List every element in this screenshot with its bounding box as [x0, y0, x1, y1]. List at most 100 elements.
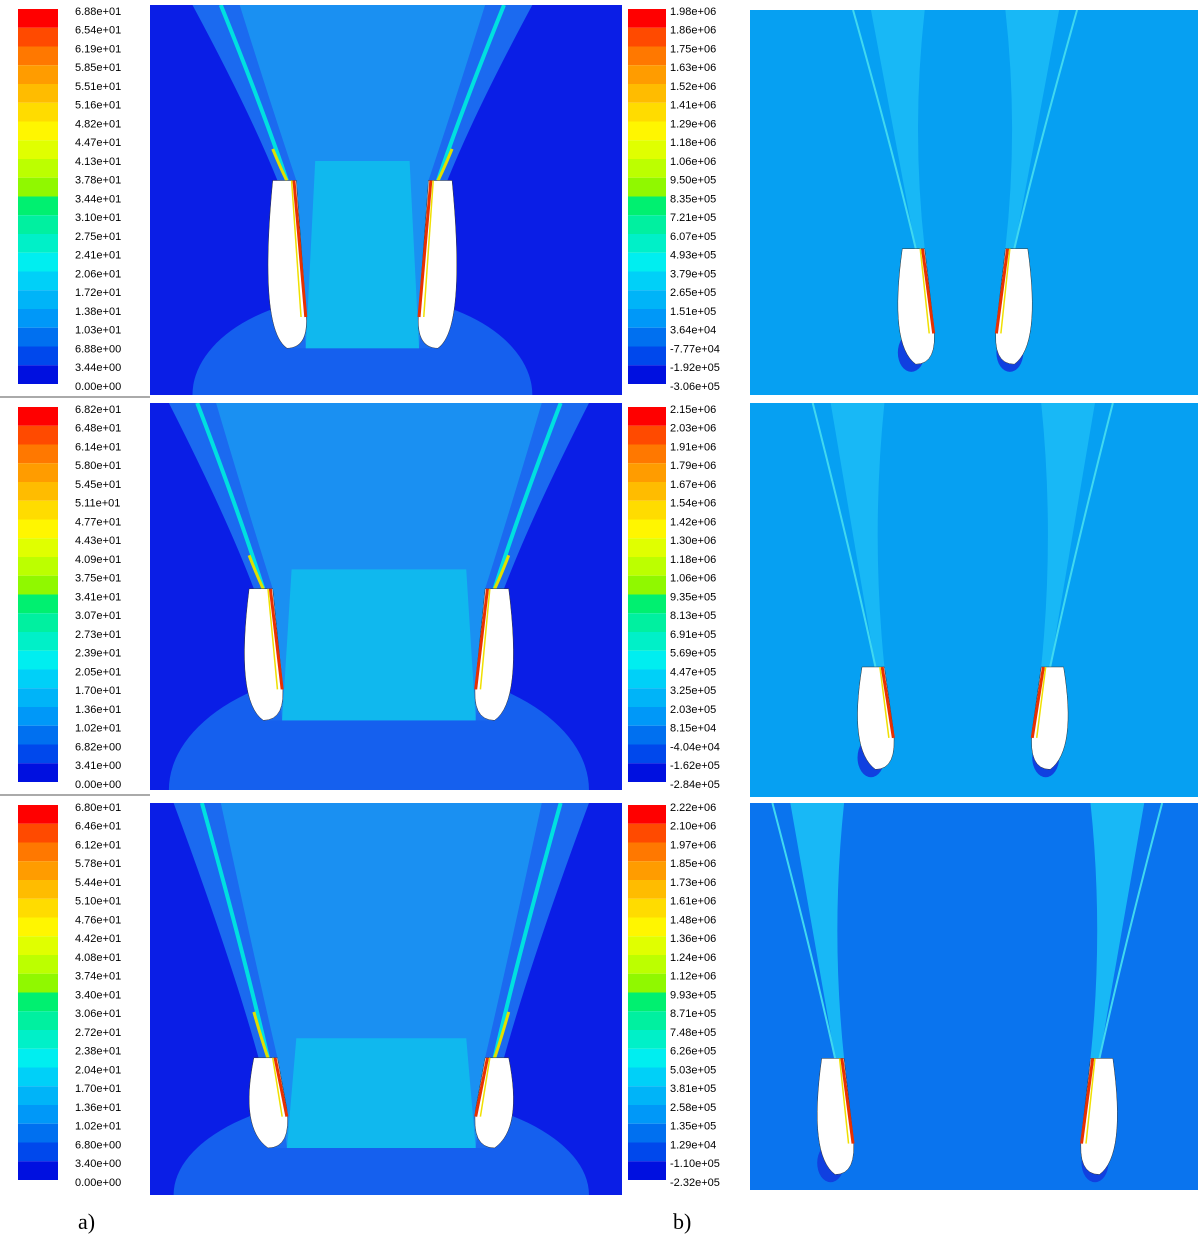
colorbar-swatch: [18, 272, 58, 291]
colorbar-label: 1.73e+06: [670, 877, 716, 889]
colorbar-label: 1.51e+05: [670, 306, 716, 318]
colorbar-label: 1.61e+06: [670, 896, 716, 908]
colorbar-swatch: [18, 1030, 58, 1049]
colorbar-swatch: [628, 726, 666, 745]
colorbar-label: 4.47e+05: [670, 666, 716, 678]
colorbar-label: 4.42e+01: [75, 933, 121, 945]
colorbar-swatch: [18, 861, 58, 880]
colorbar-label: 4.76e+01: [75, 914, 121, 926]
colorbar-swatch: [18, 253, 58, 272]
colorbar-label: 6.80e+01: [75, 802, 121, 814]
colorbar-label: -1.10e+05: [670, 1158, 720, 1170]
colorbar-label: 1.70e+01: [75, 1083, 121, 1095]
colorbar-swatch: [18, 1011, 58, 1030]
colorbar-swatch: [18, 178, 58, 197]
colorbar-swatch: [18, 880, 58, 899]
colorbar-label: 1.06e+06: [670, 156, 716, 168]
colorbar-label: -3.06e+05: [670, 381, 720, 393]
colorbar-swatch: [628, 1143, 666, 1162]
contour-plot: [750, 403, 1198, 797]
colorbar-label: 4.47e+01: [75, 137, 121, 149]
colorbar-label: 1.86e+06: [670, 25, 716, 37]
colorbar-swatch: [18, 9, 58, 28]
colorbar-label: -2.84e+05: [670, 779, 720, 791]
colorbar-swatch: [18, 103, 58, 122]
colorbar-swatch: [628, 651, 666, 670]
colorbar-label: -4.04e+04: [670, 741, 720, 753]
colorbar-swatch: [18, 936, 58, 955]
colorbar-label: 5.85e+01: [75, 62, 121, 74]
colorbar-label: 8.13e+05: [670, 610, 716, 622]
colorbar-label: 3.40e+01: [75, 989, 121, 1001]
colorbar-swatch: [628, 557, 666, 576]
colorbar-label: 2.58e+05: [670, 1102, 716, 1114]
colorbar-label: 6.82e+01: [75, 404, 121, 416]
colorbar-label: 3.10e+01: [75, 212, 121, 224]
colorbar-label: -1.92e+05: [670, 362, 720, 374]
colorbar-swatch: [18, 763, 58, 782]
colorbar-swatch: [628, 670, 666, 689]
colorbar-swatch: [18, 365, 58, 384]
colorbar-swatch: [628, 290, 666, 309]
colorbar-label: 2.15e+06: [670, 404, 716, 416]
colorbar-swatch: [18, 899, 58, 918]
colorbar-swatch: [18, 632, 58, 651]
colorbar-label: 9.35e+05: [670, 591, 716, 603]
colorbar-label: 1.91e+06: [670, 441, 716, 453]
colorbar-label: 5.11e+01: [75, 498, 120, 510]
colorbar-label: 1.98e+06: [670, 6, 716, 18]
colorbar-label: 0.00e+00: [75, 779, 121, 791]
colorbar-swatch: [628, 955, 666, 974]
colorbar-label: 4.13e+01: [75, 156, 121, 168]
colorbar-swatch: [18, 1124, 58, 1143]
background: [750, 403, 1198, 797]
colorbar-swatch: [18, 955, 58, 974]
colorbar-label: 2.75e+01: [75, 231, 121, 243]
colorbar-swatch: [628, 707, 666, 726]
figure: 6.88e+016.54e+016.19e+015.85e+015.51e+01…: [0, 0, 1199, 1239]
colorbar-swatch: [18, 974, 58, 993]
colorbar-label: 5.51e+01: [75, 81, 121, 93]
colorbar-swatch: [628, 918, 666, 937]
colorbar-label: 8.15e+04: [670, 723, 716, 735]
colorbar-label: 3.07e+01: [75, 610, 121, 622]
colorbar-label: 1.06e+06: [670, 573, 716, 585]
colorbar-label: 1.41e+06: [670, 100, 716, 112]
colorbar-label: 2.05e+01: [75, 666, 121, 678]
colorbar-swatch: [628, 28, 666, 47]
colorbar-swatch: [628, 520, 666, 539]
colorbar-label: 1.30e+06: [670, 535, 716, 547]
colorbar-swatch: [18, 520, 58, 539]
colorbar-swatch: [18, 328, 58, 347]
colorbar-swatch: [628, 347, 666, 366]
colorbar-swatch: [628, 65, 666, 84]
colorbar-label: 7.48e+05: [670, 1027, 716, 1039]
colorbar-swatch: [628, 1124, 666, 1143]
colorbar-swatch: [628, 482, 666, 501]
colorbar-label: 1.35e+05: [670, 1121, 716, 1133]
colorbar-label: 3.44e+01: [75, 193, 121, 205]
colorbar-swatch: [628, 272, 666, 291]
colorbar-label: 2.41e+01: [75, 250, 121, 262]
colorbar-label: 7.21e+05: [670, 212, 716, 224]
colorbar-swatch: [18, 595, 58, 614]
colorbar-swatch: [628, 843, 666, 862]
colorbar-swatch: [18, 576, 58, 595]
colorbar-swatch: [628, 745, 666, 764]
colorbar-swatch: [18, 726, 58, 745]
colorbar-swatch: [18, 65, 58, 84]
page: {"columns": [ {"caption": "a)", "panels"…: [0, 0, 1199, 1239]
colorbar-swatch: [628, 426, 666, 445]
colorbar-swatch: [18, 1143, 58, 1162]
colorbar-swatch: [628, 215, 666, 234]
colorbar-label: 2.39e+01: [75, 648, 121, 660]
colorbar-label: 6.82e+00: [75, 741, 121, 753]
colorbar-label: 5.80e+01: [75, 460, 121, 472]
colorbar-label: 3.25e+05: [670, 685, 716, 697]
colorbar-swatch: [18, 538, 58, 557]
colorbar-swatch: [628, 1049, 666, 1068]
colorbar-label: 3.41e+00: [75, 760, 121, 772]
colorbar-label: -1.62e+05: [670, 760, 720, 772]
colorbar-label: 1.36e+01: [75, 1102, 121, 1114]
colorbar-label: 6.07e+05: [670, 231, 716, 243]
